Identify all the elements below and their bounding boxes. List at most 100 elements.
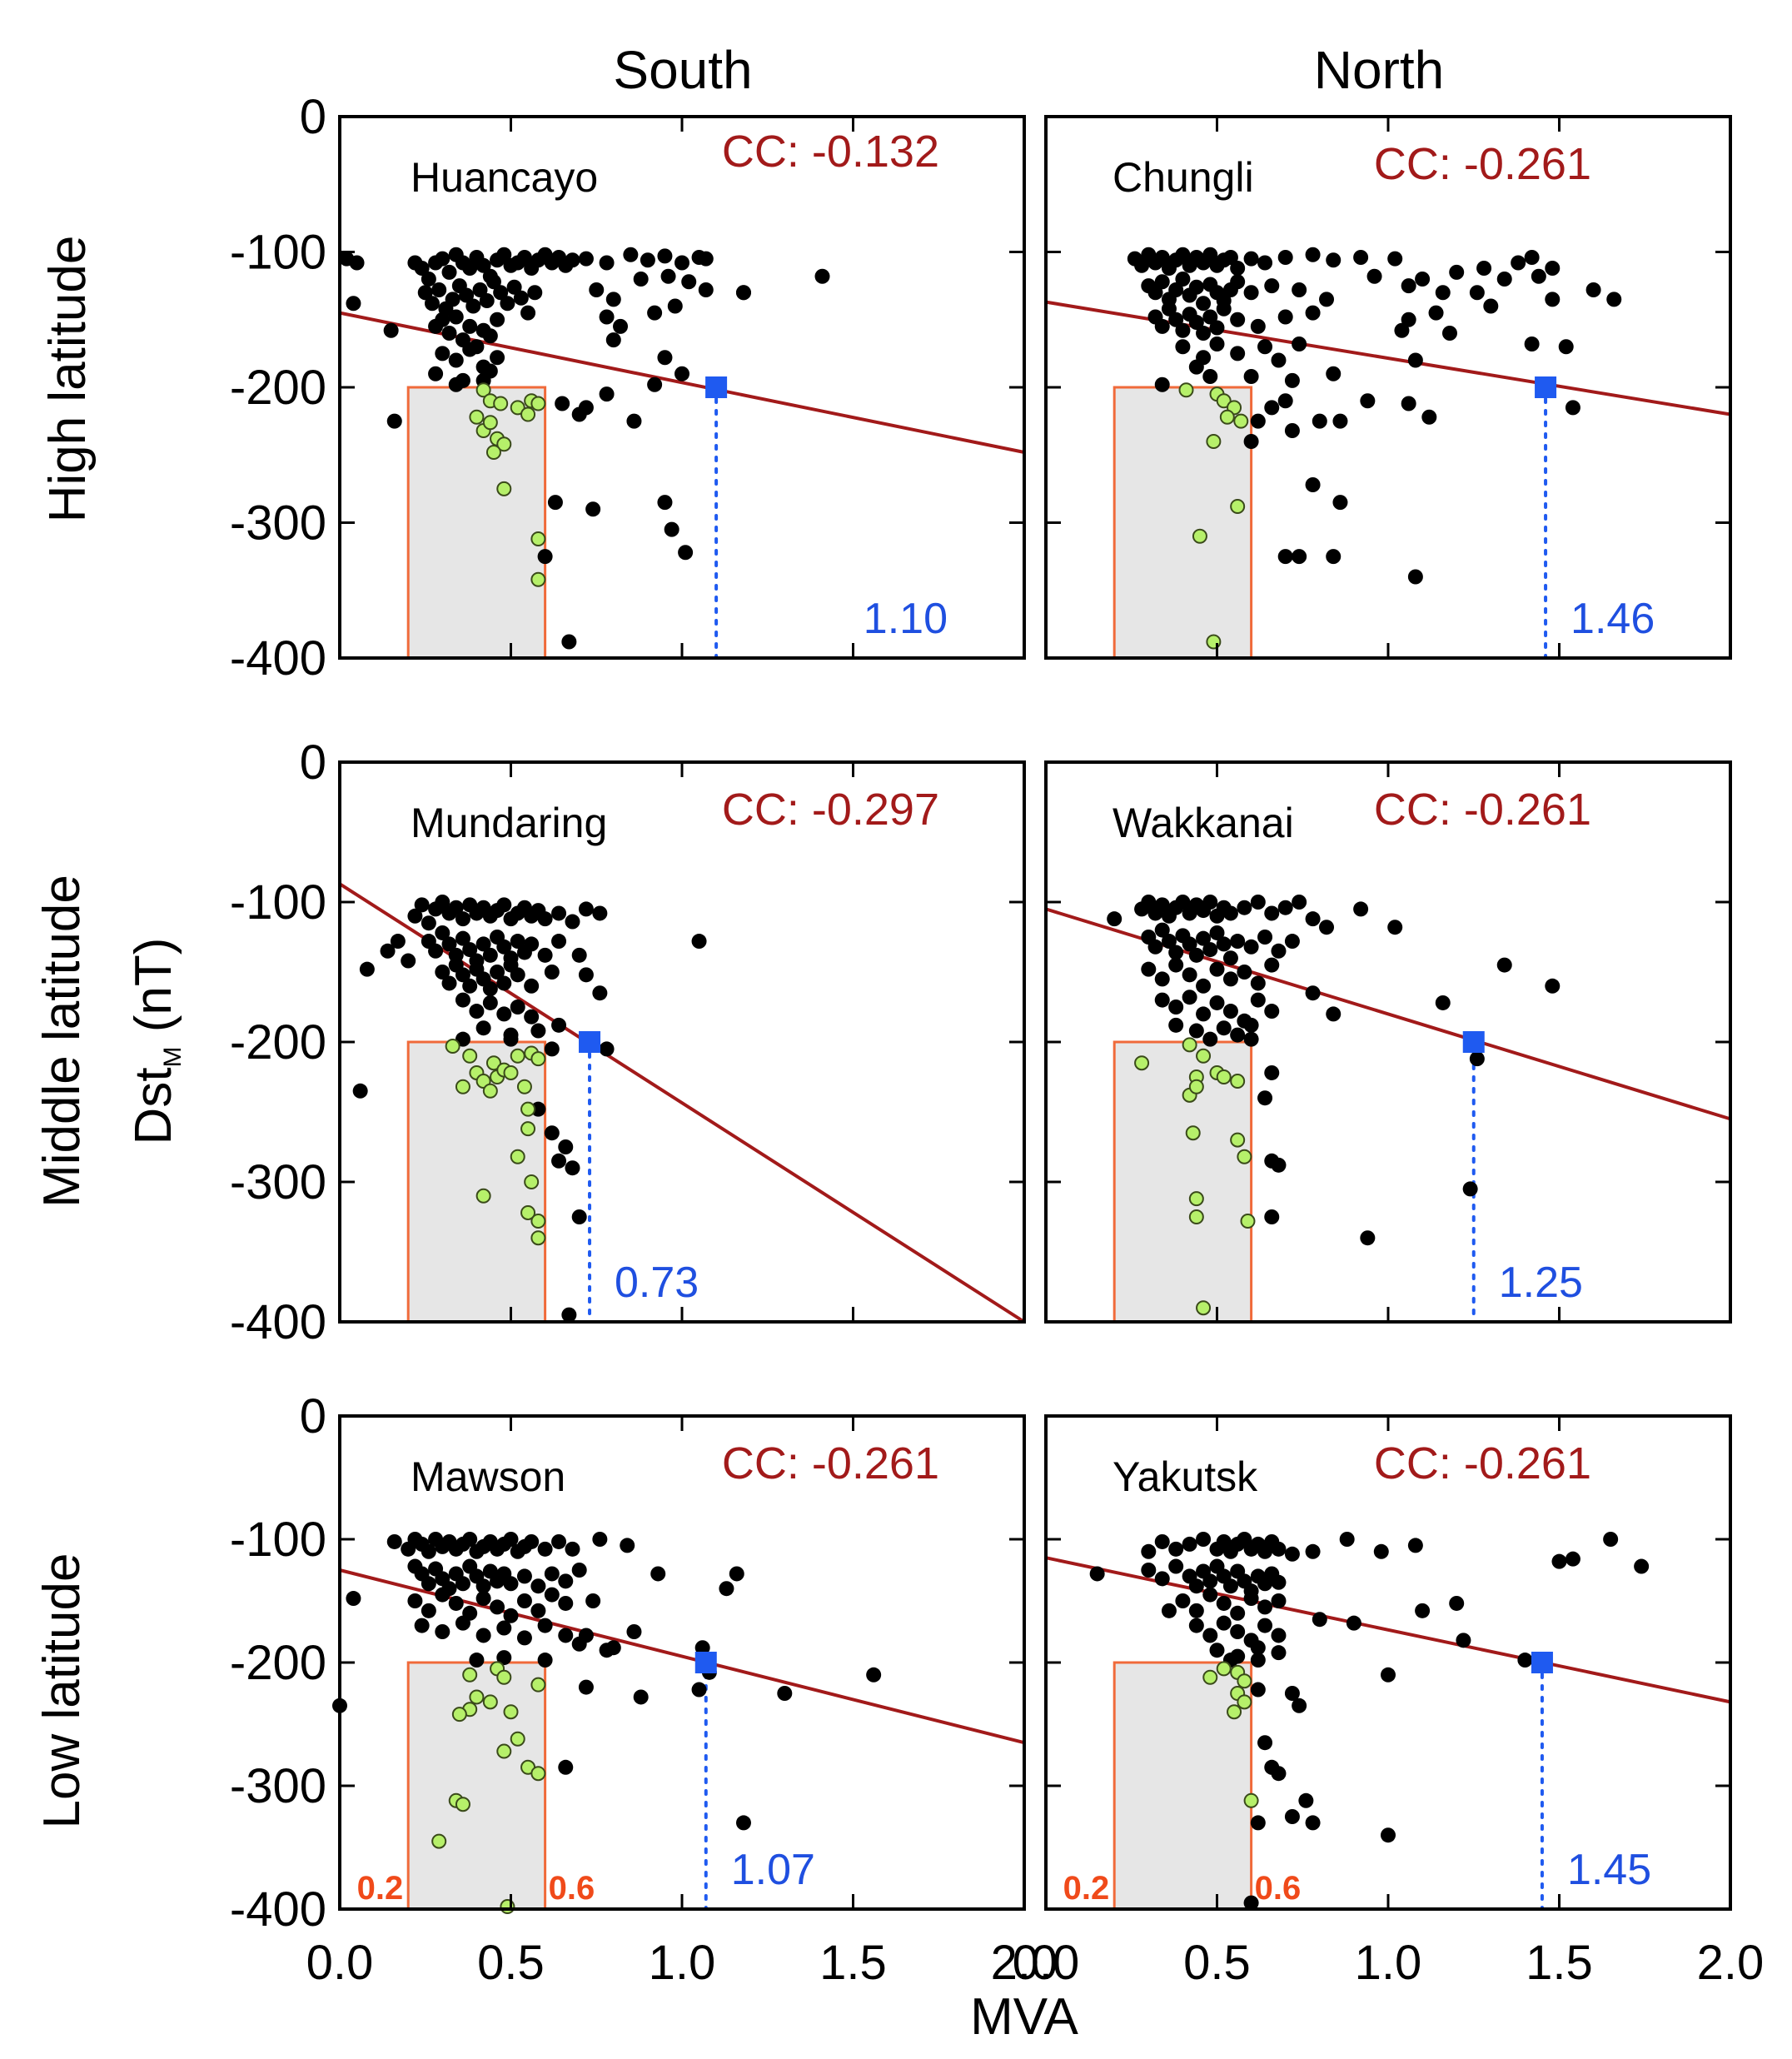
panel-yakutsk: 0.0 0.5 1.0 1.5 2.0 0.2 0.6 Yakutsk CC: -0.261 1.… (1013, 1414, 1764, 1990)
data-point (1182, 1536, 1197, 1552)
correlation-label: CC: -0.132 (722, 127, 939, 177)
x-tick-label: 1.5 (1526, 1936, 1593, 1990)
data-point (537, 1653, 553, 1668)
highlight-point (530, 1677, 546, 1693)
data-point (1196, 296, 1212, 312)
mva-value-label: 1.45 (1567, 1846, 1651, 1894)
highlight-point (1178, 382, 1194, 398)
data-point (475, 1591, 491, 1607)
data-point (459, 287, 475, 303)
highlight-point (530, 1230, 546, 1246)
panels: 0 -100 -200 -300 -400 Huancayo CC: -0.132 1.10 C… (230, 90, 1764, 1990)
data-point (1277, 900, 1293, 915)
data-point (435, 1587, 450, 1603)
data-point (1209, 337, 1225, 351)
data-point (565, 1541, 580, 1557)
data-point (448, 309, 464, 325)
data-point (1202, 247, 1218, 262)
data-point (565, 252, 580, 268)
data-point (1326, 1006, 1342, 1022)
data-point (1449, 1595, 1465, 1611)
data-point (585, 1593, 601, 1608)
data-point (1407, 352, 1423, 368)
data-point (1401, 278, 1416, 294)
data-point (1161, 1603, 1177, 1618)
data-point (1141, 1563, 1157, 1578)
data-point (441, 264, 457, 280)
mva-marker (1531, 1652, 1553, 1673)
data-point (1606, 292, 1622, 307)
box-bound-label-low: 0.2 (1063, 1870, 1110, 1907)
data-point (1332, 413, 1348, 429)
data-point (1312, 1612, 1327, 1628)
data-point (1305, 247, 1321, 262)
data-point (1188, 279, 1204, 295)
data-point (1141, 895, 1157, 910)
data-point (647, 305, 663, 321)
data-point (599, 309, 615, 325)
data-point (455, 930, 470, 946)
data-point (407, 908, 423, 924)
data-point (1230, 274, 1246, 290)
data-point (620, 1538, 635, 1553)
data-point (1250, 975, 1266, 991)
data-point (455, 1576, 470, 1592)
highlight-point (1216, 1069, 1232, 1084)
data-point (561, 1307, 577, 1323)
data-point (1271, 1541, 1287, 1557)
data-point (482, 947, 498, 963)
data-point (469, 1004, 485, 1020)
data-point (414, 1618, 430, 1633)
data-point (524, 1533, 540, 1549)
correlation-label: CC: -0.261 (1374, 139, 1591, 189)
data-point (1326, 366, 1342, 381)
data-point (1188, 1578, 1204, 1594)
data-point (1441, 326, 1457, 341)
data-point (1319, 920, 1335, 935)
highlight-point (520, 406, 536, 422)
data-point (516, 1568, 532, 1584)
data-point (674, 255, 689, 271)
data-point (571, 1563, 587, 1578)
data-point (544, 965, 560, 980)
data-point (1202, 369, 1218, 384)
data-point (1511, 255, 1526, 271)
highlight-point (520, 1101, 536, 1117)
data-point (599, 386, 615, 402)
data-point (520, 305, 536, 321)
data-point (503, 1576, 519, 1592)
data-point (1243, 1591, 1259, 1607)
y-axis-title-unit: (nT) (125, 938, 182, 1047)
x-tick-label: 0.5 (1183, 1936, 1251, 1990)
data-point (475, 1020, 491, 1036)
data-point (626, 1624, 642, 1639)
data-point (441, 975, 457, 991)
data-point (866, 1667, 882, 1683)
x-axis-title: MVA (970, 1988, 1078, 2046)
highlight-point (1188, 1191, 1204, 1207)
x-tick-label: 0.0 (1013, 1936, 1080, 1990)
data-point (1469, 285, 1485, 301)
data-point (735, 285, 751, 301)
data-point (1415, 272, 1431, 287)
data-point (537, 1618, 553, 1633)
data-point (424, 296, 440, 312)
data-point (349, 255, 365, 271)
data-point (479, 293, 495, 308)
row-label-high-latitude: High latitude (39, 236, 97, 523)
data-point (1202, 895, 1218, 910)
data-point (359, 961, 375, 977)
data-point (657, 495, 673, 511)
mva-value-label: 1.07 (731, 1846, 815, 1894)
data-point (1209, 961, 1225, 977)
data-point (647, 376, 663, 392)
data-point (1243, 1895, 1259, 1911)
data-point (490, 1599, 505, 1615)
data-point (1603, 1532, 1619, 1547)
data-point (544, 1041, 560, 1057)
data-point (1387, 920, 1403, 935)
data-point (1243, 434, 1259, 449)
data-point (537, 947, 553, 963)
mva-value-label: 1.10 (864, 595, 948, 643)
